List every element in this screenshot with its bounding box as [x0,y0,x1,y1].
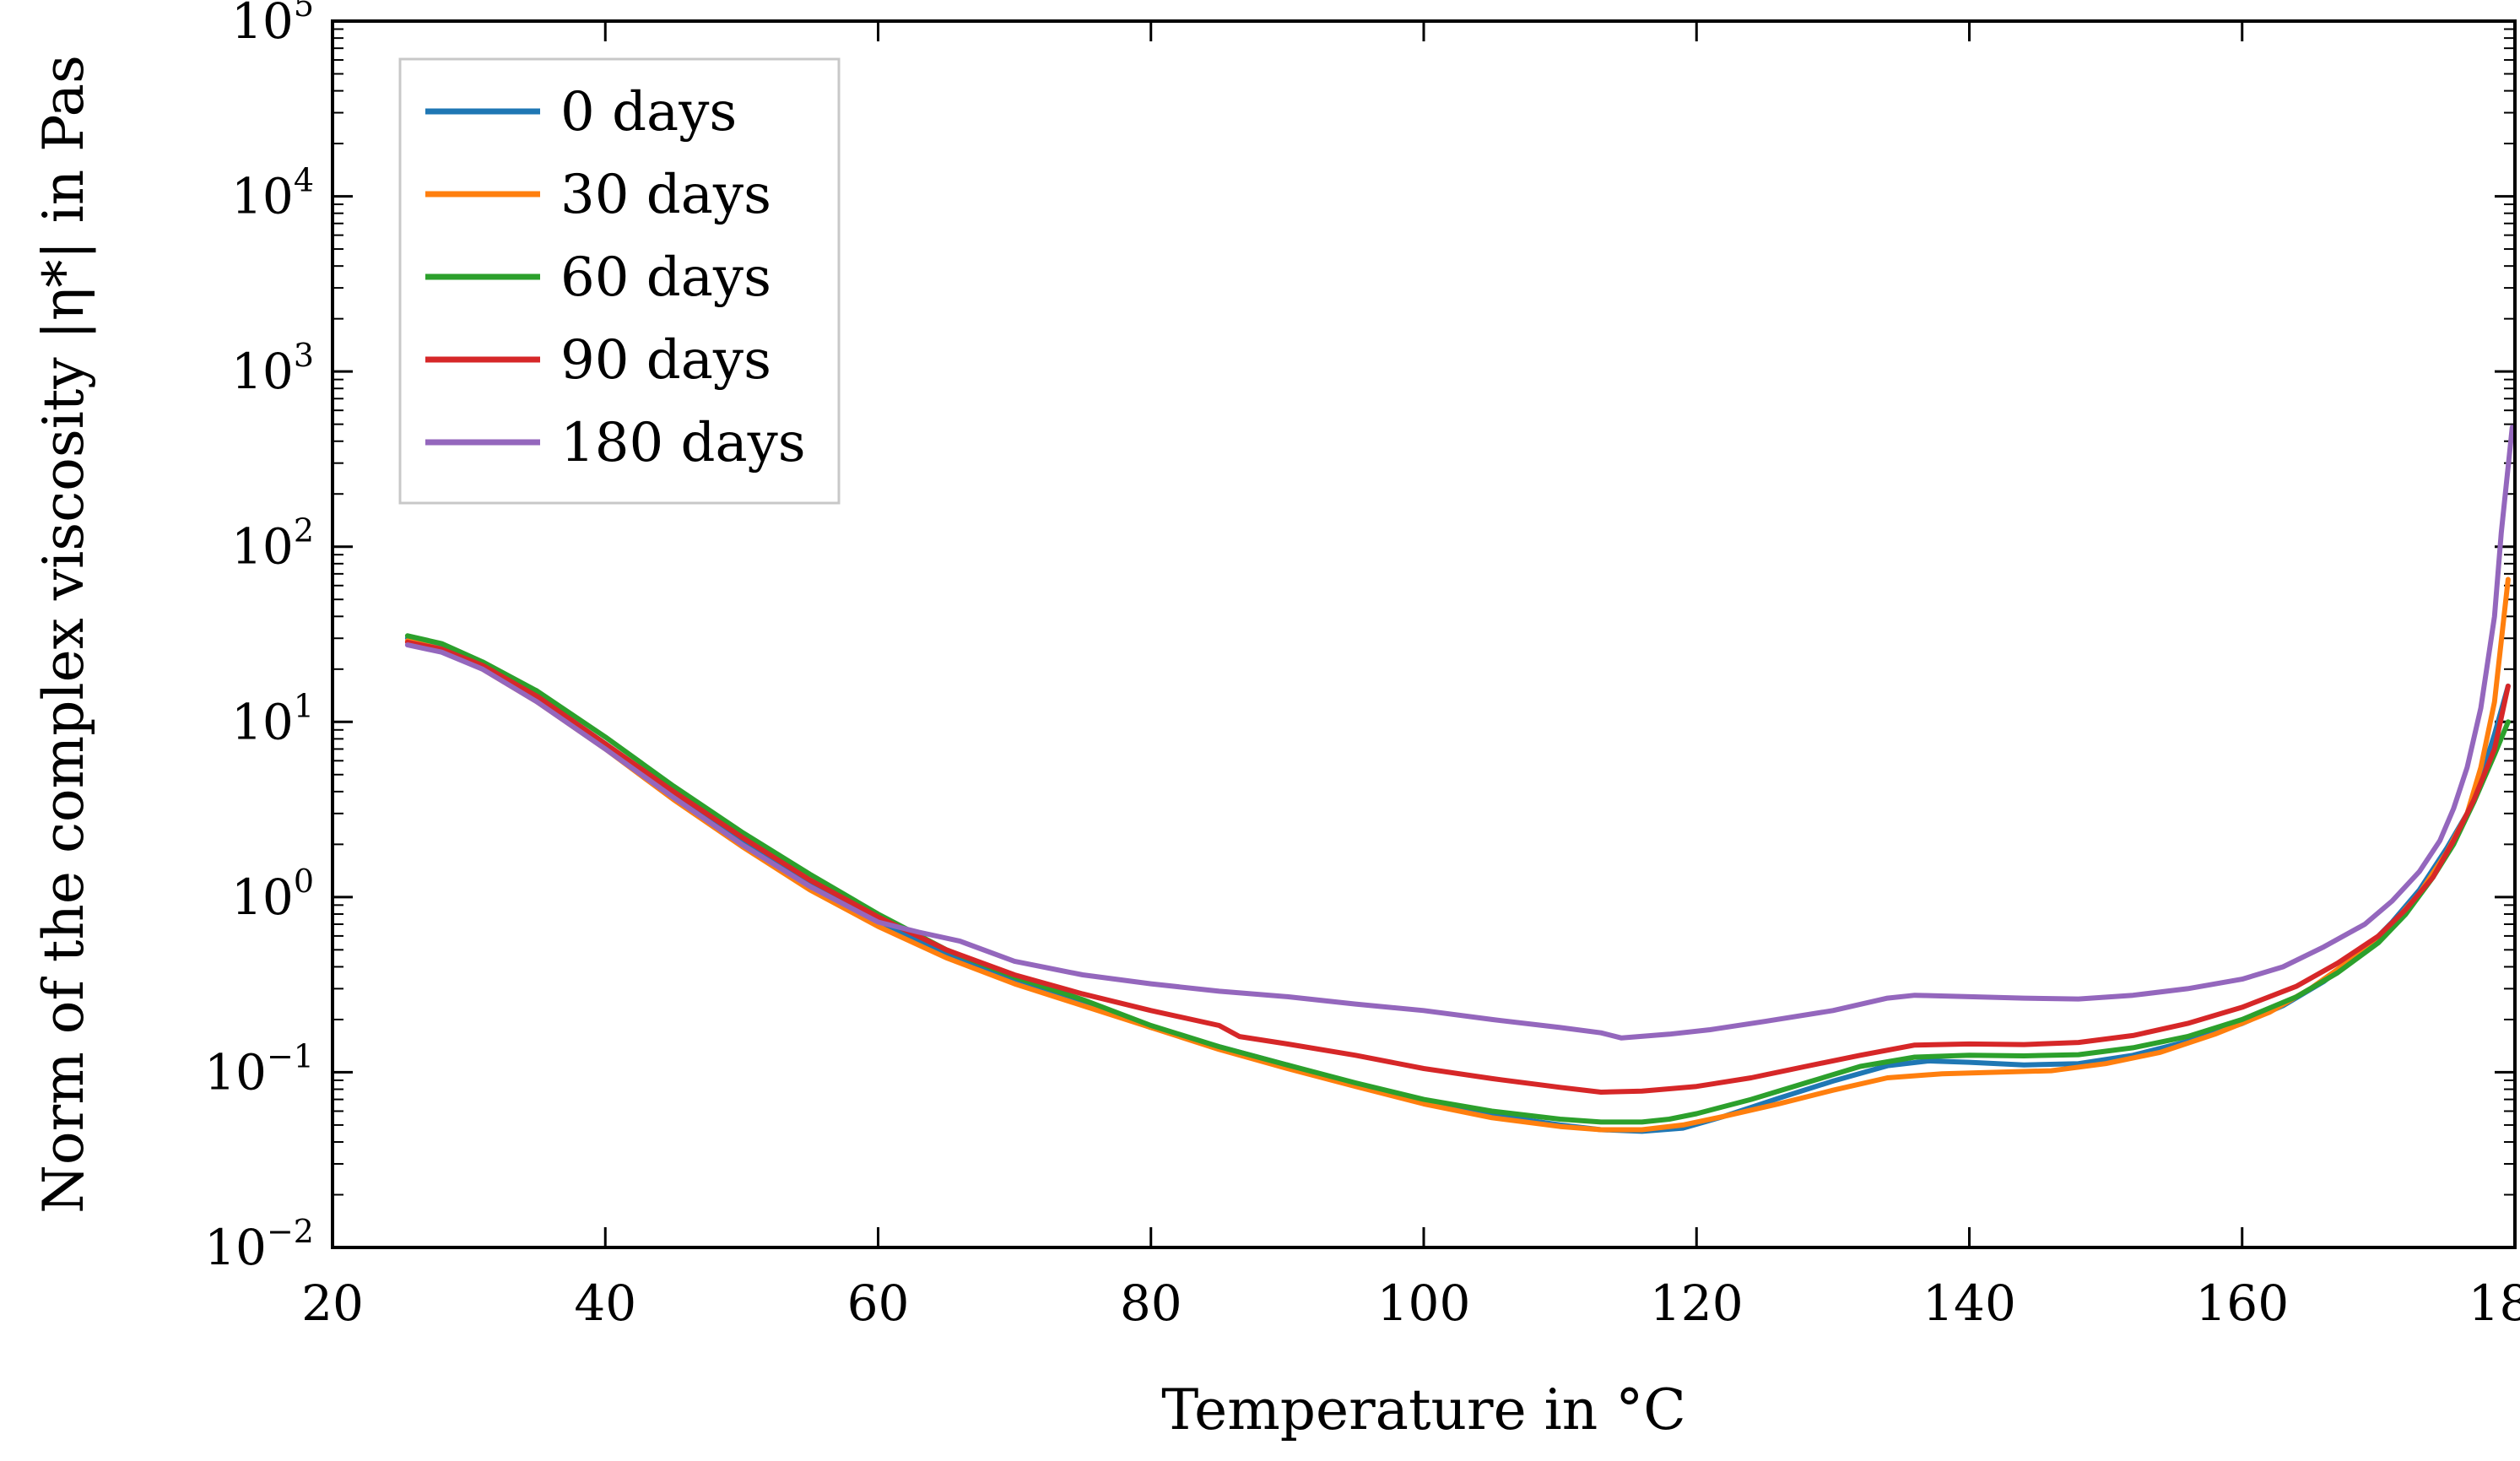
series-line-1 [404,576,2511,1133]
legend-box [398,57,841,505]
x-tick-label: 120 [1650,1274,1744,1332]
series-line-3 [404,639,2511,1095]
plot-frame [331,19,2517,1249]
x-tick-labels: 20 40 60 80 100 120 140 160 180 [301,1274,2520,1332]
legend-label-3: 90 days [560,329,771,392]
y-tick-label: 100 [231,863,314,926]
series-line-2 [404,633,2511,1125]
legend-label-2: 60 days [560,246,771,309]
y-tick-label: 105 [231,0,314,50]
series-layer [404,425,2515,1134]
y-tick-label: 103 [231,337,314,400]
y-tick-label: 10−1 [204,1037,314,1101]
series-line-4 [404,425,2515,1041]
x-tick-label: 160 [2195,1274,2289,1332]
ticks-layer [331,19,2517,1249]
y-tick-label: 104 [231,162,314,225]
legend-label-0: 0 days [560,81,737,143]
y-tick-label: 101 [231,687,314,750]
x-axis-title: Temperature in °C [1161,1377,1685,1442]
x-tick-label: 80 [1120,1274,1182,1332]
y-tick-label: 10−2 [204,1213,314,1276]
series-line-0 [404,636,2511,1134]
y-tick-labels: 10−2 10−1 100 101 102 103 104 105 [204,0,314,1276]
y-axis-title: Norm of the complex viscosity |η*| in Pa… [31,55,96,1214]
legend: 0 days 30 days 60 days 90 days 180 days [398,57,841,505]
x-tick-label: 100 [1377,1274,1471,1332]
legend-label-4: 180 days [560,412,806,474]
x-tick-label: 40 [574,1274,636,1332]
x-tick-label: 60 [847,1274,910,1332]
x-tick-label: 20 [301,1274,364,1332]
x-tick-label: 140 [1922,1274,2016,1332]
legend-label-1: 30 days [560,164,771,226]
y-tick-label: 102 [231,512,314,576]
x-tick-label: 180 [2469,1274,2520,1332]
